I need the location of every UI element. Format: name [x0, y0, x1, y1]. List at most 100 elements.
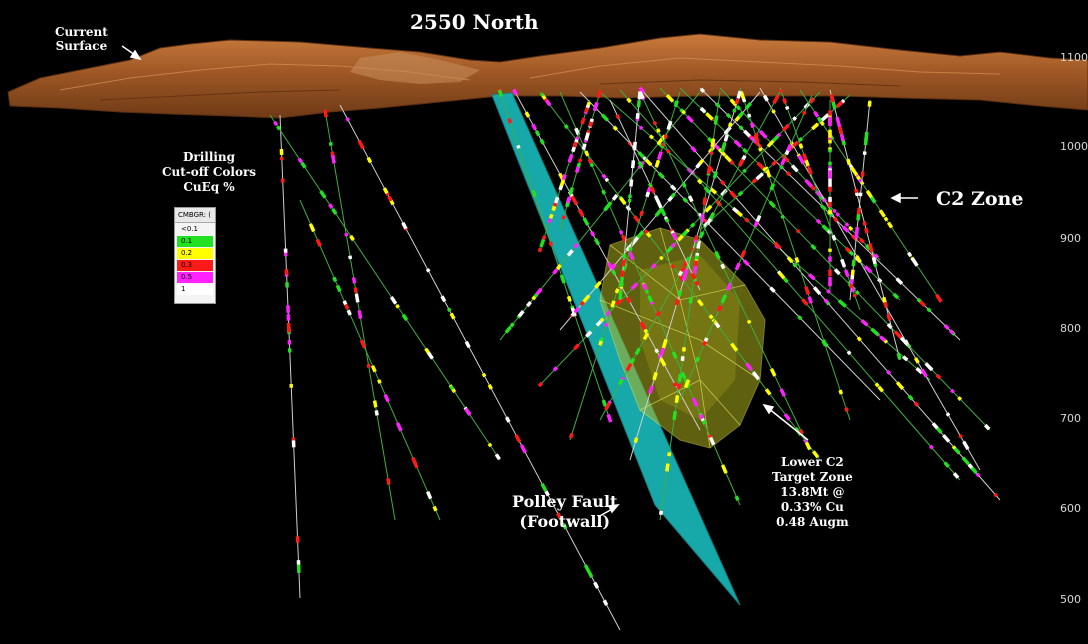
assay-interval	[681, 271, 688, 282]
assay-interval	[383, 393, 390, 403]
assay-interval	[736, 90, 742, 99]
assay-interval	[804, 441, 812, 451]
assay-interval	[812, 286, 822, 296]
assay-interval	[643, 328, 649, 334]
assay-interval	[742, 168, 747, 174]
assay-interval	[685, 256, 691, 263]
assay-interval	[720, 144, 726, 153]
assay-interval	[633, 437, 639, 444]
assay-interval	[504, 325, 512, 334]
assay-interval	[559, 274, 566, 284]
assay-interval	[690, 272, 697, 280]
assay-interval	[810, 243, 817, 251]
assay-interval	[742, 147, 748, 154]
assay-interval	[449, 385, 455, 391]
lower-c2-target-solid	[599, 227, 766, 449]
assay-interval	[773, 241, 782, 250]
assay-interval	[709, 187, 718, 195]
assay-interval	[724, 154, 733, 164]
lower-line-5: 0.48 Augm	[776, 515, 849, 529]
assay-interval	[615, 297, 624, 306]
assay-interval	[727, 122, 733, 128]
assay-interval	[653, 195, 661, 205]
assay-interval	[593, 238, 601, 246]
elevation-label: 600	[1060, 502, 1081, 515]
assay-interval	[665, 245, 674, 254]
assay-interval	[654, 348, 660, 354]
assay-interval	[630, 236, 640, 246]
assay-interval	[801, 298, 809, 306]
assay-interval	[739, 91, 746, 101]
section-title: 2550 North	[410, 10, 539, 34]
assay-interval	[778, 89, 784, 94]
assay-interval	[943, 461, 950, 468]
drill-hole-trace	[719, 87, 881, 261]
assay-interval	[522, 448, 527, 454]
assay-interval	[386, 478, 391, 485]
assay-interval	[535, 287, 543, 296]
assay-interval	[544, 99, 552, 107]
assay-interval	[524, 111, 531, 118]
assay-interval	[519, 444, 526, 451]
assay-interval	[892, 292, 900, 300]
assay-interval	[886, 221, 894, 229]
assay-interval	[873, 253, 879, 259]
assay-interval	[602, 599, 609, 606]
current-surface-mesh	[7, 33, 1088, 119]
assay-interval	[953, 447, 961, 455]
assay-interval	[831, 234, 837, 241]
assay-interval	[699, 213, 705, 223]
assay-interval	[621, 259, 626, 267]
assay-interval	[677, 233, 685, 242]
assay-interval	[563, 124, 569, 130]
assay-interval	[837, 126, 843, 132]
assay-interval	[604, 401, 611, 411]
assay-interval	[566, 295, 572, 302]
assay-interval	[931, 422, 939, 430]
assay-interval	[731, 206, 739, 214]
legend-row: 0.2	[177, 248, 213, 259]
polley-line-1: Polley Fault	[512, 492, 618, 511]
assay-interval	[816, 116, 823, 122]
assay-interval	[577, 208, 585, 217]
assay-interval	[531, 123, 538, 131]
current-surface-line-2: Surface	[55, 39, 108, 53]
assay-interval	[539, 238, 546, 248]
polley-fault-label: Polley Fault (Footwall)	[512, 492, 617, 532]
assay-interval	[377, 379, 382, 384]
assay-interval	[901, 355, 909, 362]
assay-interval	[566, 196, 572, 204]
assay-interval	[580, 117, 586, 125]
assay-interval	[677, 289, 683, 297]
assay-interval	[556, 512, 563, 520]
assay-interval	[822, 197, 827, 203]
assay-interval	[744, 101, 752, 110]
assay-interval	[642, 283, 648, 291]
current-surface-line-1: Current	[55, 25, 108, 39]
assay-interval	[766, 139, 775, 148]
assay-interval	[855, 175, 861, 181]
assay-interval	[573, 242, 579, 249]
assay-interval	[768, 200, 777, 209]
assay-interval	[659, 255, 664, 261]
assay-interval	[676, 383, 681, 390]
assay-interval	[984, 423, 991, 431]
assay-interval	[541, 235, 547, 241]
lower-line-2: Target Zone	[772, 470, 853, 484]
assay-interval	[720, 179, 726, 186]
assay-interval	[300, 161, 307, 169]
assay-interval	[783, 413, 791, 421]
assay-interval	[720, 294, 728, 304]
assay-interval	[706, 217, 712, 225]
assay-interval	[723, 134, 729, 142]
assay-interval	[850, 269, 855, 276]
assay-interval	[782, 97, 788, 104]
assay-interval	[573, 200, 579, 206]
assay-interval	[617, 378, 624, 386]
assay-interval	[568, 187, 574, 195]
assay-interval	[753, 220, 760, 228]
assay-interval	[689, 222, 696, 228]
assay-interval	[670, 192, 676, 199]
assay-interval	[843, 269, 850, 278]
